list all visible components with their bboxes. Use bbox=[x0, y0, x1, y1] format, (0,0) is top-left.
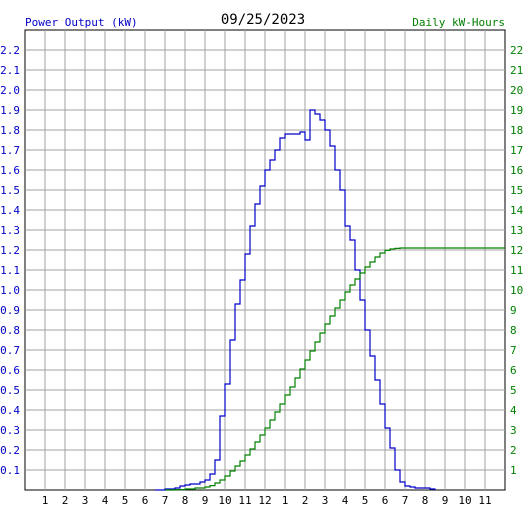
x-tick-label: 2 bbox=[62, 494, 69, 507]
right-tick-label: 14 bbox=[510, 204, 524, 217]
left-axis-title: Power Output (kW) bbox=[25, 16, 138, 29]
chart-date: 09/25/2023 bbox=[221, 12, 305, 28]
right-tick-label: 15 bbox=[510, 184, 523, 197]
x-tick-label: 10 bbox=[218, 494, 231, 507]
left-tick-label: 2.1 bbox=[0, 64, 20, 77]
right-tick-label: 6 bbox=[510, 364, 517, 377]
left-tick-label: 1.9 bbox=[0, 104, 20, 117]
power-output-series-line bbox=[155, 109, 436, 491]
x-tick-label: 11 bbox=[478, 494, 491, 507]
right-tick-label: 22 bbox=[510, 44, 523, 57]
x-tick-label: 8 bbox=[422, 494, 429, 507]
x-tick-label: 1 bbox=[42, 494, 49, 507]
left-tick-label: 2.0 bbox=[0, 84, 20, 97]
x-tick-label: 10 bbox=[458, 494, 471, 507]
x-axis-ticks: 1 2 3 4 5 6 7 8 9 10 11 12 1 2 3 4 5 6 7 8 9 10 11 bbox=[42, 494, 492, 507]
x-tick-label: 12 bbox=[258, 494, 271, 507]
right-tick-label: 4 bbox=[510, 404, 517, 417]
right-tick-label: 11 bbox=[510, 264, 523, 277]
left-tick-label: 1.0 bbox=[0, 284, 20, 297]
x-tick-label: 11 bbox=[238, 494, 251, 507]
left-tick-label: 1.8 bbox=[0, 124, 20, 137]
daily-kwh-series-line bbox=[165, 247, 505, 491]
left-tick-label: 1.5 bbox=[0, 184, 20, 197]
x-tick-label: 9 bbox=[202, 494, 209, 507]
x-tick-label: 6 bbox=[142, 494, 149, 507]
left-tick-label: 1.4 bbox=[0, 204, 20, 217]
left-tick-label: 2.2 bbox=[0, 44, 20, 57]
left-tick-label: 1.3 bbox=[0, 224, 20, 237]
x-tick-label: 8 bbox=[182, 494, 189, 507]
x-tick-label: 6 bbox=[382, 494, 389, 507]
left-tick-label: 0.6 bbox=[0, 364, 20, 377]
left-tick-label: 1.7 bbox=[0, 144, 20, 157]
right-axis-title: Daily kW-Hours bbox=[412, 16, 505, 29]
right-tick-label: 2 bbox=[510, 444, 517, 457]
x-tick-label: 5 bbox=[122, 494, 129, 507]
x-tick-label: 3 bbox=[82, 494, 89, 507]
right-tick-label: 19 bbox=[510, 104, 523, 117]
right-tick-label: 13 bbox=[510, 224, 523, 237]
right-tick-label: 16 bbox=[510, 164, 523, 177]
left-axis-ticks: 0.1 0.2 0.3 0.4 0.5 0.6 0.7 0.8 0.9 1.0 1.1 1.2 1.3 1… bbox=[0, 44, 20, 477]
left-tick-label: 1.1 bbox=[0, 264, 20, 277]
series-group bbox=[155, 109, 505, 491]
right-tick-label: 21 bbox=[510, 64, 523, 77]
right-tick-label: 5 bbox=[510, 384, 517, 397]
right-tick-label: 3 bbox=[510, 424, 517, 437]
x-tick-label: 5 bbox=[362, 494, 369, 507]
right-tick-label: 1 bbox=[510, 464, 517, 477]
x-tick-label: 7 bbox=[162, 494, 169, 507]
right-tick-label: 10 bbox=[510, 284, 523, 297]
x-tick-label: 2 bbox=[302, 494, 309, 507]
left-tick-label: 0.2 bbox=[0, 444, 20, 457]
left-tick-label: 0.5 bbox=[0, 384, 20, 397]
left-tick-label: 0.8 bbox=[0, 324, 20, 337]
x-tick-label: 3 bbox=[322, 494, 329, 507]
left-tick-label: 1.2 bbox=[0, 244, 20, 257]
right-tick-label: 17 bbox=[510, 144, 523, 157]
grid-lines bbox=[25, 30, 505, 490]
x-tick-label: 7 bbox=[402, 494, 409, 507]
left-tick-label: 1.6 bbox=[0, 164, 20, 177]
right-tick-label: 12 bbox=[510, 244, 523, 257]
x-tick-label: 1 bbox=[282, 494, 289, 507]
right-tick-label: 20 bbox=[510, 84, 523, 97]
right-tick-label: 9 bbox=[510, 304, 517, 317]
right-tick-label: 18 bbox=[510, 124, 523, 137]
right-tick-label: 7 bbox=[510, 344, 517, 357]
x-tick-label: 4 bbox=[342, 494, 349, 507]
left-tick-label: 0.3 bbox=[0, 424, 20, 437]
x-tick-label: 9 bbox=[442, 494, 449, 507]
left-tick-label: 0.7 bbox=[0, 344, 20, 357]
left-tick-label: 0.9 bbox=[0, 304, 20, 317]
x-tick-label: 4 bbox=[102, 494, 109, 507]
left-tick-label: 0.4 bbox=[0, 404, 20, 417]
left-tick-label: 0.1 bbox=[0, 464, 20, 477]
right-tick-label: 8 bbox=[510, 324, 517, 337]
